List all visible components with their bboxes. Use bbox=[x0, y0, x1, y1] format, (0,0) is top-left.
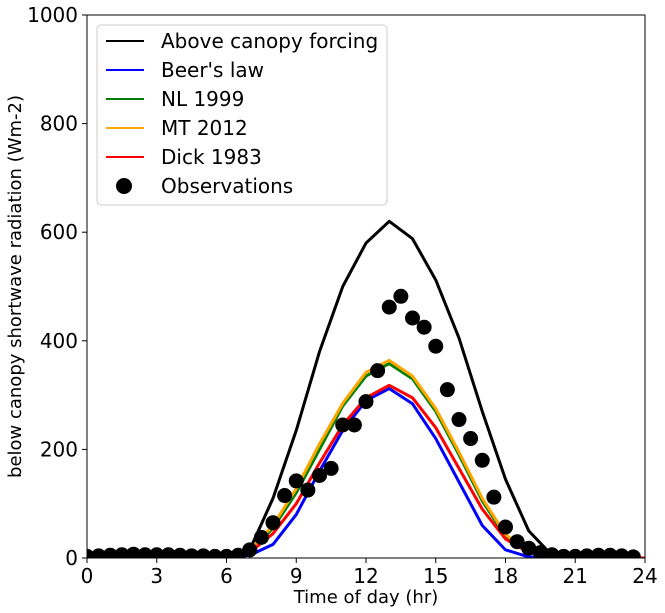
observation-point bbox=[195, 548, 211, 558]
observation-point bbox=[137, 547, 153, 558]
observation-point bbox=[323, 460, 339, 476]
observation-point bbox=[486, 489, 502, 505]
legend-label-mt-2012: MT 2012 bbox=[161, 116, 248, 140]
x-axis-label: Time of day (hr) bbox=[293, 587, 439, 608]
observation-point bbox=[102, 547, 118, 558]
observation-point bbox=[114, 547, 130, 558]
x-tick-label: 3 bbox=[150, 564, 163, 588]
axes: 0 3 6 9 12 15 18 21 24 0 200 400 600 800 1000 bbox=[27, 3, 658, 588]
observation-point bbox=[358, 394, 374, 410]
observation-point bbox=[439, 382, 455, 398]
plot-content bbox=[87, 219, 645, 558]
x-tick-label: 6 bbox=[220, 564, 233, 588]
observation-point bbox=[556, 548, 572, 558]
x-tick-label: 0 bbox=[81, 564, 94, 588]
observation-point bbox=[230, 547, 246, 558]
observation-point bbox=[544, 547, 560, 558]
observation-point bbox=[346, 417, 362, 433]
observation-point bbox=[288, 473, 304, 489]
observation-point bbox=[335, 417, 351, 433]
y-axis-label: below canopy shortwave radiation (Wm-2) bbox=[5, 95, 26, 478]
observation-point bbox=[591, 547, 606, 558]
observation-point bbox=[474, 452, 490, 468]
y-tick-label: 200 bbox=[40, 437, 78, 461]
observation-point bbox=[126, 546, 141, 558]
x-tick-label: 9 bbox=[290, 564, 303, 588]
observation-point bbox=[579, 548, 595, 558]
x-tick-label: 12 bbox=[353, 564, 378, 588]
legend-label-beer-s-law: Beer's law bbox=[161, 58, 264, 82]
observation-point bbox=[265, 515, 281, 531]
legend-label-observations: Observations bbox=[161, 174, 293, 198]
legend-label-above-canopy-forcing: Above canopy forcing bbox=[161, 29, 378, 53]
observation-point bbox=[219, 548, 234, 558]
y-tick-label: 600 bbox=[40, 220, 78, 244]
observation-point bbox=[370, 363, 386, 379]
observation-point bbox=[393, 288, 409, 304]
observation-point bbox=[184, 548, 200, 558]
x-tick-label: 21 bbox=[563, 564, 588, 588]
y-tick-label: 0 bbox=[65, 546, 78, 570]
observation-point bbox=[416, 319, 432, 335]
legend-marker-observations bbox=[116, 178, 132, 194]
x-tick-label: 18 bbox=[493, 564, 518, 588]
x-tick-label: 24 bbox=[632, 564, 657, 588]
observation-point bbox=[381, 299, 397, 315]
observation-point bbox=[614, 548, 630, 558]
observation-point bbox=[463, 431, 479, 447]
observation-point bbox=[160, 547, 176, 558]
observation-point bbox=[602, 547, 618, 558]
observation-point bbox=[172, 547, 188, 558]
observation-point bbox=[91, 548, 107, 558]
observation-point bbox=[532, 545, 548, 558]
observation-point bbox=[428, 338, 444, 354]
y-tick-label: 1000 bbox=[27, 3, 78, 27]
observation-point bbox=[498, 519, 513, 535]
legend-label-dick-1983: Dick 1983 bbox=[161, 145, 262, 169]
observation-point bbox=[207, 548, 223, 558]
observation-point bbox=[567, 548, 583, 558]
observation-point bbox=[242, 542, 258, 558]
observation-point bbox=[405, 310, 420, 326]
observation-point bbox=[149, 547, 165, 558]
legend-label-nl-1999: NL 1999 bbox=[161, 87, 244, 111]
observation-point bbox=[277, 488, 293, 504]
series-observations bbox=[87, 288, 641, 558]
observation-point bbox=[300, 482, 316, 498]
observation-point bbox=[253, 529, 269, 545]
observation-point bbox=[521, 540, 537, 556]
y-tick-label: 400 bbox=[40, 329, 78, 353]
observation-point bbox=[509, 534, 525, 550]
observation-point bbox=[451, 412, 467, 428]
observation-point bbox=[312, 467, 327, 483]
legend: Above canopy forcing Beer's law NL 1999 MT … bbox=[96, 24, 388, 206]
y-tick-label: 800 bbox=[40, 112, 78, 136]
x-tick-label: 15 bbox=[423, 564, 448, 588]
observation-point bbox=[625, 549, 641, 558]
legend-box bbox=[96, 24, 388, 206]
